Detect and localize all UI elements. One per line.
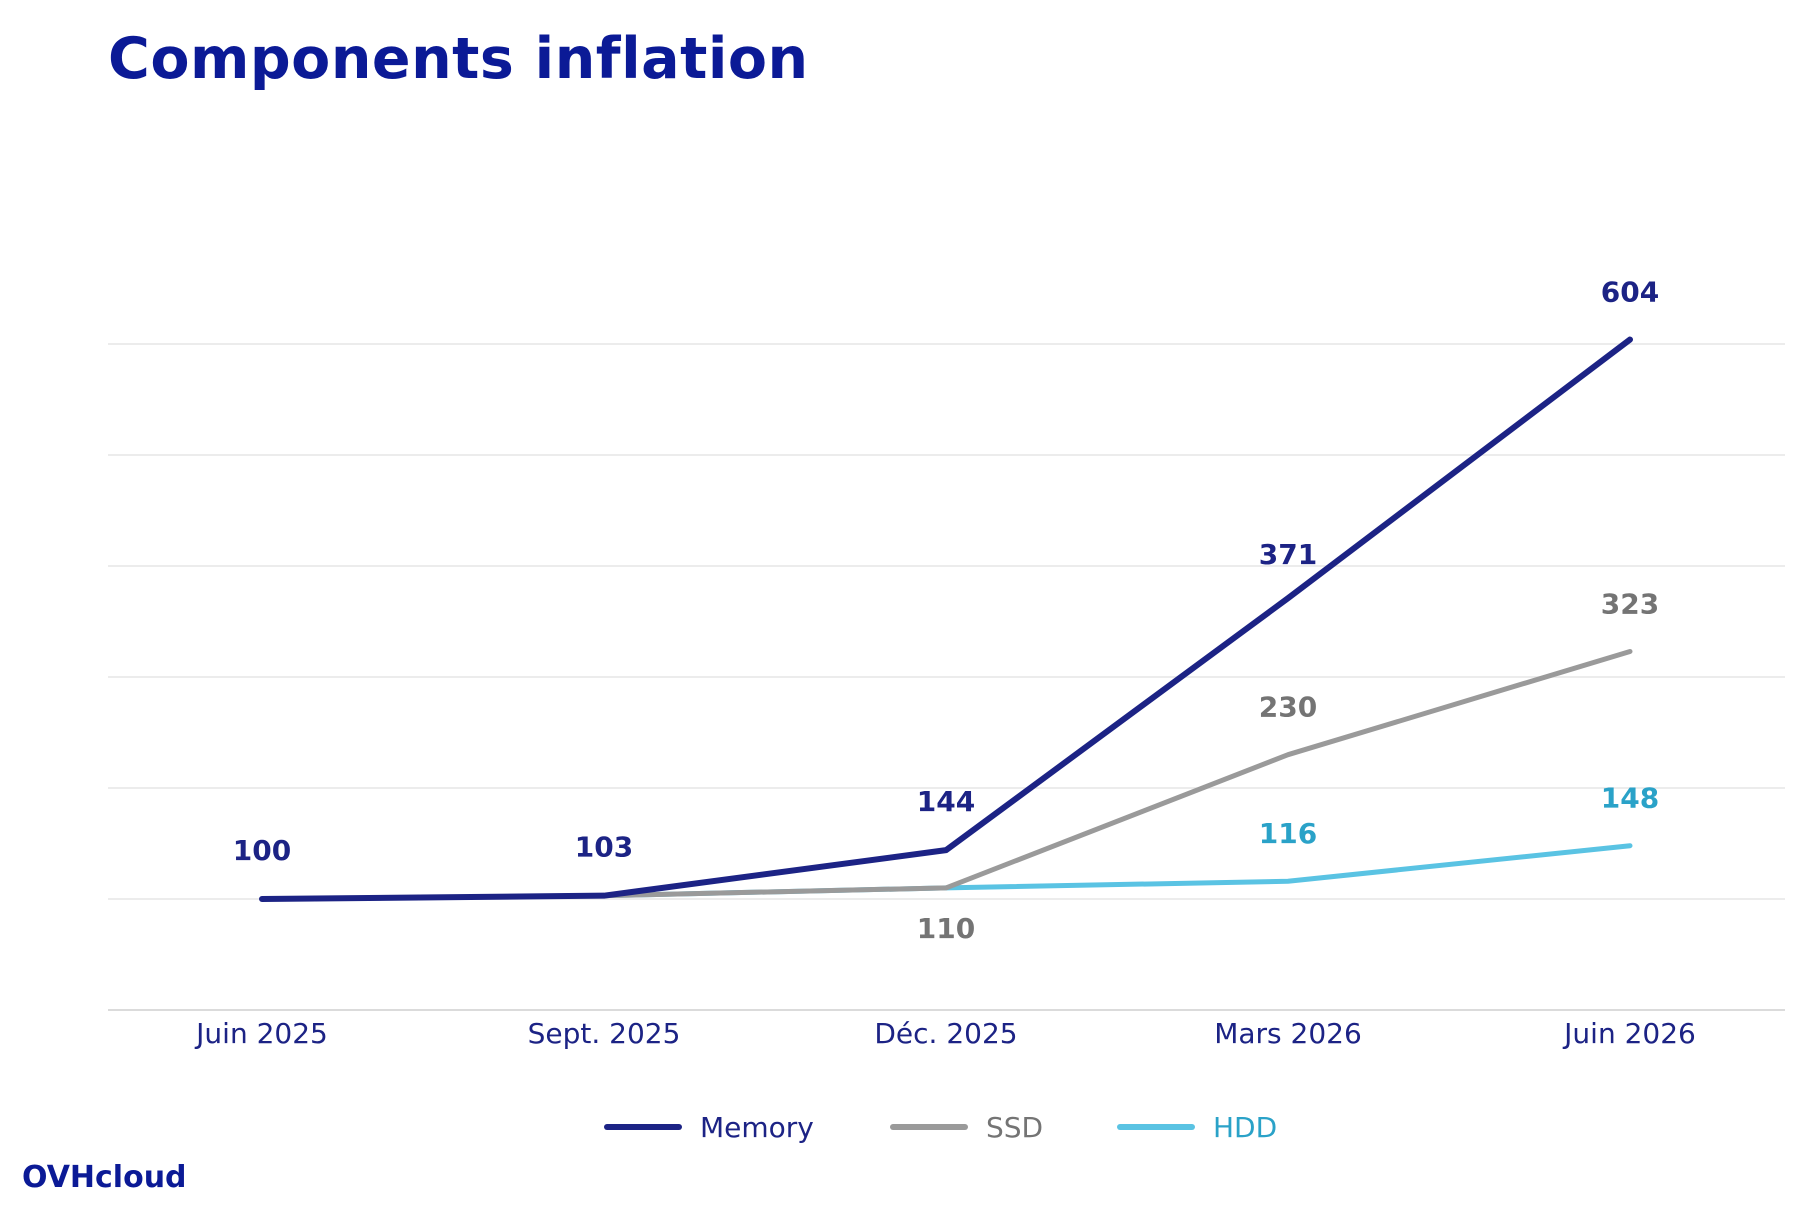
data-label-memory: 144: [917, 785, 975, 818]
chart-title: Components inflation: [108, 26, 809, 92]
x-tick-label: Mars 2026: [1214, 1017, 1362, 1050]
data-label-hdd: 148: [1601, 782, 1659, 815]
series-lines: [259, 336, 1633, 902]
data-label-memory: 604: [1601, 276, 1659, 309]
data-label-memory: 103: [575, 831, 633, 864]
series-line-memory: [259, 336, 1633, 902]
brand-logo-text: OVHcloud: [22, 1160, 187, 1195]
x-tick-label: Juin 2025: [194, 1017, 328, 1050]
data-label-hdd: 116: [1259, 817, 1317, 850]
x-axis-labels: Juin 2025 Sept. 2025 Déc. 2025 Mars 2026 Jui…: [194, 1017, 1696, 1050]
x-tick-label: Déc. 2025: [874, 1017, 1017, 1050]
data-label-ssd: 230: [1259, 691, 1317, 724]
legend-label-memory: Memory: [700, 1111, 814, 1144]
legend-label-ssd: SSD: [986, 1111, 1043, 1144]
x-tick-label: Juin 2026: [1562, 1017, 1696, 1050]
x-tick-label: Sept. 2025: [528, 1017, 681, 1050]
data-label-memory: 371: [1259, 538, 1317, 571]
series-line-hdd: [259, 843, 1633, 902]
data-labels: 100 103 144 371 604 110 230 323 116 148: [233, 276, 1659, 945]
legend-label-hdd: HDD: [1213, 1111, 1277, 1144]
data-label-memory: 100: [233, 834, 291, 867]
data-label-ssd: 323: [1601, 587, 1659, 620]
legend: Memory SSD HDD: [604, 1111, 1277, 1144]
series-line-ssd: [259, 648, 1633, 902]
data-label-ssd: 110: [917, 912, 975, 945]
gridlines: [108, 343, 1785, 1011]
